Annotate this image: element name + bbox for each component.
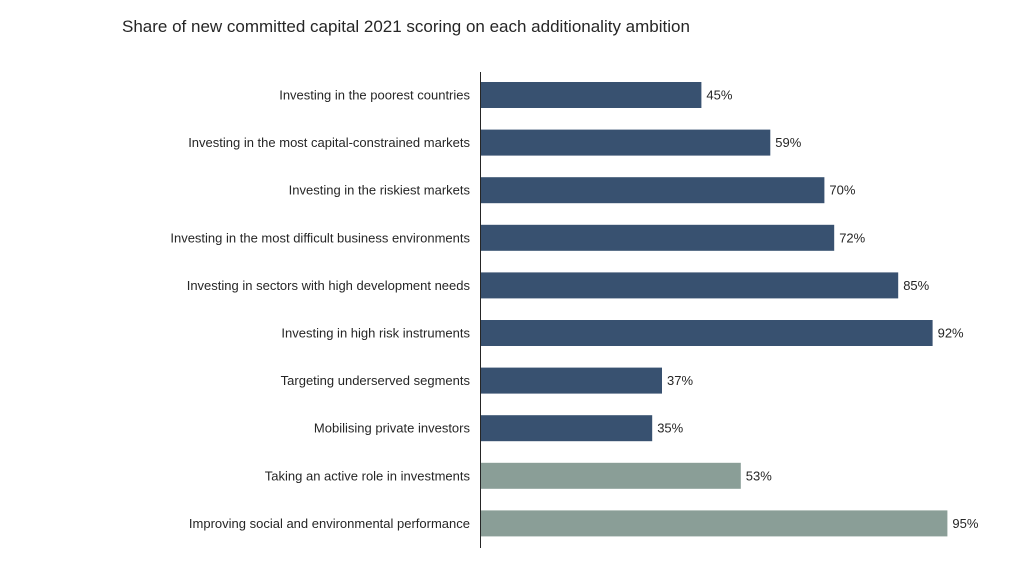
value-label: 35% [657,421,683,436]
bar [480,462,741,489]
value-label: 37% [667,373,693,388]
category-label: Investing in the most difficult business… [170,230,470,245]
value-label: 53% [746,468,772,483]
value-label: 59% [775,135,801,150]
category-label: Investing in the most capital-constraine… [188,135,470,150]
category-label: Mobilising private investors [314,421,471,436]
bar [480,129,771,156]
category-label: Targeting underserved segments [281,373,471,388]
bar [480,320,933,346]
value-label: 70% [829,183,855,198]
bar [480,177,825,204]
value-label: 72% [839,230,865,245]
category-label: Investing in the riskiest markets [289,183,471,198]
category-label: Investing in the poorest countries [279,88,470,103]
bar [480,510,948,537]
bar [480,272,899,299]
value-label: 95% [952,516,978,531]
bar [480,367,662,394]
chart-title: Share of new committed capital 2021 scor… [122,17,690,36]
bar [480,415,653,442]
category-label: Investing in high risk instruments [281,326,470,341]
category-label: Investing in sectors with high developme… [187,278,471,293]
bar [480,82,702,108]
category-label: Taking an active role in investments [265,468,471,483]
bar [480,224,835,251]
value-label: 85% [903,278,929,293]
value-label: 92% [938,326,964,341]
category-label: Improving social and environmental perfo… [189,516,470,531]
value-label: 45% [706,88,732,103]
